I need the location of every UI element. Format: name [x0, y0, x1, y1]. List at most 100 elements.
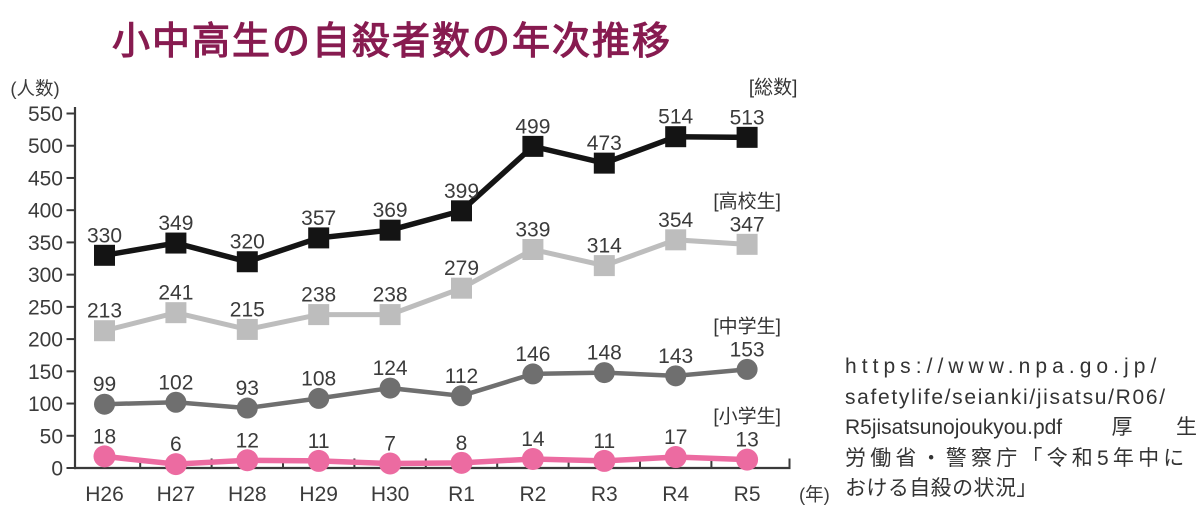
marker-high-school-H30 — [379, 304, 401, 326]
value-label-high-school-R2: 339 — [515, 218, 550, 241]
value-label-high-school-H27: 241 — [158, 282, 193, 305]
marker-total-R2 — [522, 135, 544, 157]
series-line-junior-high — [104, 367, 748, 411]
value-label-high-school-R3: 314 — [587, 235, 622, 258]
value-label-junior-high-R1: 112 — [445, 365, 478, 388]
value-label-elementary-H27: 6 — [170, 433, 182, 456]
marker-junior-high-R1 — [451, 385, 472, 407]
value-label-junior-high-H27: 102 — [158, 371, 193, 394]
marker-elementary-R2 — [521, 447, 544, 470]
value-label-junior-high-H29: 108 — [301, 367, 336, 390]
marker-junior-high-H30 — [379, 377, 401, 399]
marker-elementary-H28 — [236, 449, 259, 472]
value-label-total-R5: 513 — [730, 106, 765, 129]
source-url-line-2: safetylife/seianki/jisatsu/R06/ — [845, 385, 1167, 409]
marker-total-R5 — [736, 126, 758, 148]
x-label-R3: R3 — [591, 483, 618, 506]
value-label-high-school-R1: 279 — [444, 257, 479, 280]
series-line-high-school — [103, 237, 748, 334]
value-label-junior-high-H26: 99 — [93, 373, 116, 396]
marker-high-school-R4 — [665, 229, 687, 251]
value-label-elementary-H29: 11 — [308, 430, 330, 453]
y-tick-label-50: 50 — [40, 425, 63, 448]
source-citation: https://www.npa.go.jp/ safetylife/seiank… — [845, 352, 1197, 505]
source-report-title-line: おける自殺の状況」 — [845, 477, 1038, 500]
marker-elementary-H27 — [164, 453, 187, 476]
y-tick-label-250: 250 — [28, 296, 63, 319]
series-label-total: [総数] — [749, 76, 798, 98]
y-tick-label-400: 400 — [28, 200, 63, 223]
marker-high-school-H27 — [165, 302, 187, 324]
value-label-total-H29: 357 — [301, 207, 336, 230]
marker-junior-high-H27 — [165, 391, 187, 413]
series-label-junior-high: [中学生] — [713, 315, 781, 337]
marker-high-school-R1 — [451, 277, 472, 299]
value-label-high-school-R5: 347 — [730, 213, 765, 236]
x-label-H28: H28 — [228, 483, 267, 506]
y-tick-label-500: 500 — [28, 135, 63, 158]
value-label-total-H26: 330 — [87, 224, 122, 247]
value-label-high-school-H30: 238 — [373, 284, 408, 307]
value-label-elementary-R5: 13 — [735, 429, 758, 452]
y-tick-label-300: 300 — [28, 264, 63, 287]
marker-junior-high-R5 — [736, 358, 758, 380]
marker-high-school-H26 — [94, 320, 115, 342]
series-line-total — [104, 133, 748, 265]
value-label-junior-high-R2: 146 — [515, 343, 550, 366]
value-label-junior-high-R3: 148 — [587, 342, 622, 365]
marker-high-school-H29 — [308, 304, 330, 326]
marker-elementary-R5 — [736, 448, 759, 471]
value-label-total-R2: 499 — [515, 115, 550, 138]
source-agency-line: 労働省・警察庁「令和5年中に — [845, 446, 1189, 470]
value-label-total-H28: 320 — [230, 231, 265, 254]
marker-total-R4 — [665, 126, 687, 148]
source-url-line-3: R5jisatsunojoukyou.pdf 厚生 — [845, 416, 1197, 439]
y-tick-label-550: 550 — [28, 103, 63, 126]
series-line-elementary — [104, 453, 748, 467]
value-label-total-H27: 349 — [158, 212, 193, 235]
x-label-R4: R4 — [662, 483, 689, 506]
marker-high-school-H28 — [236, 318, 258, 340]
value-label-elementary-R4: 17 — [664, 426, 687, 449]
marker-elementary-H26 — [93, 445, 116, 468]
value-label-total-R3: 473 — [587, 132, 622, 155]
marker-high-school-R3 — [593, 255, 615, 277]
source-url-line-1: https://www.npa.go.jp/ — [845, 355, 1162, 378]
series-label-high-school: [高校生] — [713, 190, 781, 212]
value-label-junior-high-H30: 124 — [373, 357, 408, 380]
marker-total-H30 — [379, 219, 401, 241]
marker-junior-high-R2 — [522, 363, 544, 385]
marker-total-H27 — [165, 232, 187, 254]
y-tick-label-350: 350 — [28, 232, 63, 255]
value-label-elementary-H26: 18 — [93, 425, 116, 448]
y-tick-label-200: 200 — [28, 329, 63, 352]
y-tick-label-150: 150 — [28, 361, 63, 384]
marker-total-H28 — [236, 251, 258, 273]
value-label-high-school-H26: 213 — [87, 300, 122, 323]
value-label-junior-high-R5: 153 — [730, 338, 765, 361]
marker-elementary-H30 — [379, 452, 402, 475]
y-tick-label-100: 100 — [28, 393, 63, 416]
marker-elementary-R3 — [593, 449, 616, 472]
marker-total-H26 — [94, 244, 115, 266]
y-axis-unit-label: (人数) — [10, 78, 59, 99]
value-label-total-R4: 514 — [658, 106, 693, 129]
line-chart: 0 50 100 150 200 250 300 350 400 450 500 550 (人数) H26… — [10, 76, 829, 506]
marker-elementary-R4 — [664, 446, 687, 469]
value-label-junior-high-R4: 143 — [658, 345, 693, 368]
x-label-R1: R1 — [448, 483, 475, 506]
x-label-R2: R2 — [519, 483, 546, 506]
chart-title: 小中高生の自殺者数の年次推移 — [112, 21, 673, 63]
x-label-H27: H27 — [157, 483, 196, 506]
value-label-elementary-H28: 12 — [236, 429, 259, 452]
value-label-total-R1: 399 — [444, 180, 479, 203]
value-label-high-school-H29: 238 — [301, 284, 336, 307]
marker-high-school-R2 — [522, 238, 544, 260]
x-label-R5: R5 — [734, 483, 761, 506]
value-label-elementary-R1: 8 — [456, 432, 468, 455]
value-label-junior-high-H28: 93 — [236, 377, 259, 400]
marker-junior-high-H29 — [308, 387, 330, 409]
marker-high-school-R5 — [736, 233, 758, 255]
value-label-elementary-R2: 14 — [521, 428, 545, 451]
